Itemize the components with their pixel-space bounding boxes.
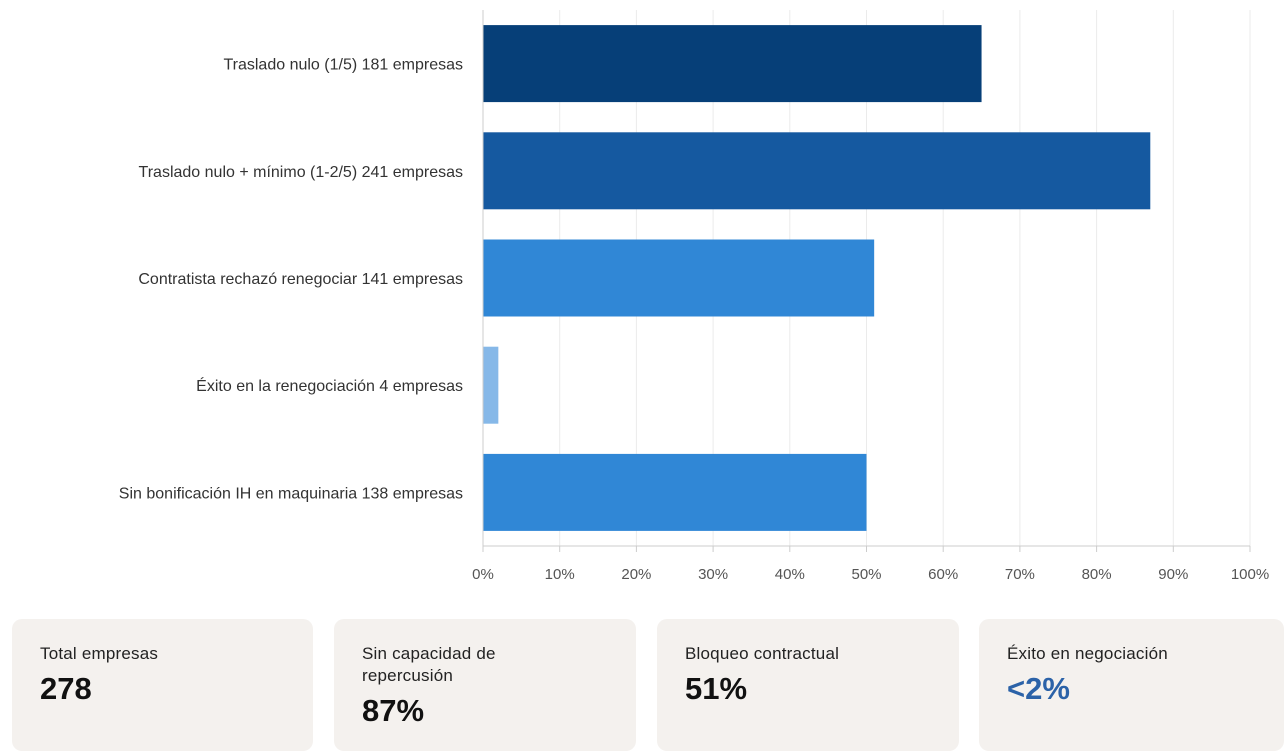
x-tick-label: 50% <box>851 566 881 583</box>
card-value: <2% <box>1007 671 1070 706</box>
category-label: Contratista rechazó renegociar 141 empre… <box>138 271 463 288</box>
card-exito-negociacion: Éxito en negociación <2% <box>979 619 1284 751</box>
x-tick-label: 30% <box>698 566 728 583</box>
bar <box>483 239 875 317</box>
card-bloqueo-contractual: Bloqueo contractual 51% <box>657 619 959 751</box>
x-tick-label: 0% <box>472 566 494 583</box>
card-value: 87% <box>362 693 425 728</box>
category-label: Éxito en la renegociación 4 empresas <box>196 376 463 395</box>
x-tick-label: 40% <box>775 566 805 583</box>
bar <box>483 346 499 424</box>
summary-cards: Total empresas 278 Sin capacidad de repe… <box>12 619 1284 751</box>
category-label: Traslado nulo + mínimo (1-2/5) 241 empre… <box>139 164 463 181</box>
bar-chart: Traslado nulo (1/5) 181 empresas Traslado… <box>119 10 1269 583</box>
category-label: Sin bonificación IH en maquinaria 138 em… <box>119 485 463 502</box>
card-sin-capacidad: Sin capacidad de repercusión 87% <box>334 619 636 751</box>
bar <box>483 132 1151 210</box>
category-label: Traslado nulo (1/5) 181 empresas <box>223 57 463 74</box>
x-tick-label: 90% <box>1158 566 1188 583</box>
card-value: 51% <box>685 671 748 706</box>
card-total-empresas: Total empresas 278 <box>12 619 313 751</box>
x-tick-label: 20% <box>621 566 651 583</box>
card-label: Éxito en negociación <box>1007 644 1168 663</box>
card-label: Total empresas <box>40 644 159 663</box>
x-tick-label: 10% <box>545 566 575 583</box>
card-value: 278 <box>40 671 92 706</box>
x-tick-label: 60% <box>928 566 958 583</box>
card-label: Bloqueo contractual <box>685 644 840 663</box>
x-tick-label: 80% <box>1082 566 1112 583</box>
bar <box>483 453 867 531</box>
x-tick-label: 100% <box>1231 566 1269 583</box>
bar <box>483 25 982 103</box>
card-label: Sin capacidad de repercusión <box>362 644 496 685</box>
x-tick-label: 70% <box>1005 566 1035 583</box>
